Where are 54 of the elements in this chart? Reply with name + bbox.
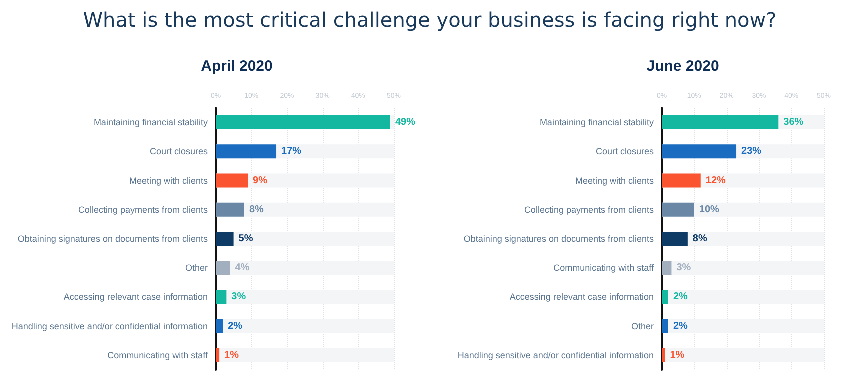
y-tick-label: Collecting payments from clients	[78, 204, 208, 215]
data-label: 5%	[238, 234, 254, 244]
data-label: 2%	[673, 292, 688, 303]
chart-title: June 2020	[646, 58, 720, 75]
bar	[662, 232, 688, 246]
data-label: 3%	[676, 262, 692, 274]
y-tick-label: Maintaining financial stability	[540, 118, 654, 128]
bar	[216, 116, 390, 130]
y-tick-label: Handling sensitive and/or confidential information	[458, 350, 654, 360]
data-label: 3%	[232, 292, 246, 303]
data-label: 1%	[224, 350, 240, 361]
data-label: 8%	[692, 234, 708, 244]
y-tick-label: Handling sensitive and/or confidential information	[12, 321, 208, 332]
data-label: 17%	[282, 146, 302, 158]
bar	[216, 174, 248, 188]
chart-title: April 2020	[201, 58, 273, 75]
bar	[662, 319, 668, 334]
data-label: 12%	[706, 175, 726, 186]
bar	[216, 290, 227, 304]
y-tick-label: Other	[631, 321, 654, 332]
y-tick-label: Other	[185, 263, 208, 274]
y-tick-label: Communicating with staff	[554, 263, 654, 274]
bar	[216, 261, 230, 276]
bar	[216, 348, 220, 362]
y-tick-label: Accessing relevant case information	[64, 292, 208, 302]
y-tick-label: Obtaining signatures on documents from clients	[464, 234, 654, 244]
bar	[662, 174, 701, 188]
y-tick-label: Collecting payments from clients	[524, 204, 654, 215]
y-tick-label: Accessing relevant case information	[510, 292, 654, 302]
y-tick-label: Meeting with clients	[129, 176, 208, 186]
data-label: 8%	[249, 204, 264, 216]
bar	[216, 202, 244, 217]
y-tick-label: Court closures	[596, 146, 654, 157]
data-label: 10%	[699, 204, 720, 216]
y-tick-label: Communicating with staff	[108, 350, 208, 360]
y-tick-label: Obtaining signatures on documents from clients	[18, 234, 208, 244]
data-label: 2%	[673, 320, 688, 332]
bar	[662, 290, 668, 304]
data-label: 36%	[784, 117, 804, 128]
text: What is the most critical challenge your business is facing right now?	[82, 8, 778, 32]
y-tick-label: Meeting with clients	[575, 176, 654, 186]
data-label: 23%	[742, 146, 762, 158]
bar	[662, 202, 694, 217]
data-label: 9%	[253, 175, 268, 186]
y-tick-label: Court closures	[150, 146, 208, 157]
bar	[662, 261, 672, 276]
data-label: 2%	[228, 320, 243, 332]
bar	[662, 348, 666, 362]
y-tick-label: Maintaining financial stability	[94, 118, 208, 128]
data-label: 4%	[235, 262, 250, 274]
bar	[216, 232, 234, 246]
data-label: 1%	[670, 350, 685, 361]
bar	[216, 319, 224, 334]
data-label: 49%	[395, 117, 416, 128]
